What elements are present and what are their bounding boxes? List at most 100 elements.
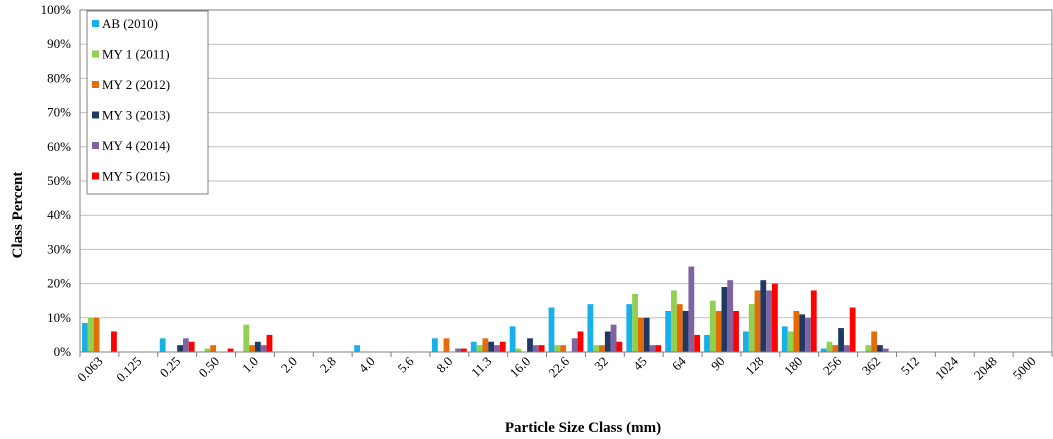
- bar: [571, 338, 578, 352]
- x-tick-label: 0.50: [196, 354, 223, 381]
- legend-label: AB (2010): [102, 16, 158, 31]
- x-tick-label: 90: [708, 354, 728, 374]
- y-tick-label: 30%: [47, 241, 71, 256]
- bar: [87, 317, 94, 352]
- bar: [727, 280, 734, 352]
- bar: [632, 293, 638, 352]
- bar: [431, 338, 438, 352]
- bar: [799, 314, 806, 352]
- bar: [838, 328, 844, 352]
- legend-swatch: [92, 20, 99, 27]
- x-tick-label: 4.0: [356, 354, 378, 376]
- bar: [470, 341, 477, 352]
- bar: [832, 345, 839, 352]
- bar: [204, 348, 211, 352]
- bar: [626, 304, 633, 352]
- x-tick-label: 0.125: [113, 354, 144, 385]
- x-tick-label: 1.0: [239, 354, 261, 376]
- legend-swatch: [92, 142, 99, 149]
- bar: [682, 310, 689, 352]
- bar: [354, 345, 360, 352]
- legend-label: MY 5 (2015): [102, 169, 170, 184]
- y-tick-label: 50%: [47, 173, 71, 188]
- bar: [865, 345, 872, 352]
- bar: [111, 331, 117, 352]
- bar: [715, 310, 722, 352]
- bar: [882, 348, 889, 352]
- bar: [604, 331, 611, 352]
- x-tick-label: 2048: [971, 354, 1000, 383]
- y-tick-label: 90%: [47, 36, 71, 51]
- legend-label: MY 1 (2011): [102, 47, 170, 62]
- x-tick-label: 8.0: [433, 354, 455, 376]
- x-tick-label: 180: [781, 354, 805, 378]
- bar: [532, 345, 539, 352]
- y-tick-label: 40%: [47, 207, 71, 222]
- bar: [772, 283, 778, 352]
- bar: [260, 345, 267, 352]
- bar: [476, 345, 483, 352]
- x-tick-label: 5.6: [395, 353, 417, 375]
- bar: [499, 341, 506, 352]
- bar: [676, 304, 683, 352]
- x-axis-title: Particle Size Class (mm): [505, 420, 661, 436]
- legend-swatch: [92, 172, 99, 180]
- x-tick-label: 362: [859, 354, 883, 378]
- y-tick-label: 60%: [47, 139, 71, 154]
- x-tick-label: 2.0: [278, 354, 300, 376]
- legend-swatch: [92, 81, 99, 88]
- gridlines: [80, 9, 1052, 353]
- bar: [488, 341, 495, 352]
- y-axis-title: Class Percent: [10, 172, 26, 259]
- x-tick-label: 5000: [1010, 354, 1039, 383]
- legend: AB (2010) MY 1 (2011) MY 2 (2012) MY 3 (201…: [86, 10, 209, 195]
- bar: [82, 322, 88, 352]
- bar: [460, 348, 467, 352]
- bar: [849, 307, 856, 352]
- bar: [805, 317, 811, 352]
- bar: [760, 280, 767, 352]
- bar: [159, 338, 166, 352]
- bar: [721, 287, 728, 352]
- x-tick-label: 1024: [932, 353, 961, 382]
- x-tick-label: 45: [630, 354, 650, 374]
- bar: [671, 290, 677, 352]
- x-tick-label: 128: [742, 354, 766, 378]
- y-tick-label: 80%: [47, 70, 71, 85]
- x-tick-label: 11.3: [468, 354, 494, 380]
- bar: [515, 348, 522, 352]
- x-tick-label: 2.8: [317, 354, 339, 376]
- bar: [843, 345, 850, 352]
- bar: [637, 317, 644, 352]
- x-tick-label: 16.0: [507, 354, 534, 381]
- bar: [610, 324, 617, 352]
- bars: [82, 266, 889, 352]
- bar: [243, 324, 250, 352]
- legend-swatch: [92, 111, 99, 119]
- bar: [871, 331, 878, 352]
- y-tick-label: 20%: [47, 276, 71, 291]
- bar: [599, 345, 605, 352]
- bar: [643, 317, 650, 352]
- bar: [482, 338, 489, 352]
- bar: [781, 326, 788, 352]
- bar: [494, 345, 500, 352]
- bar: [665, 310, 672, 352]
- bar: [649, 345, 656, 352]
- x-tick-label: 22.6: [545, 353, 572, 380]
- x-tick-label: 512: [898, 354, 922, 378]
- bar: [509, 326, 516, 352]
- bar: [188, 341, 195, 352]
- bar: [820, 348, 827, 352]
- y-tick-label: 0%: [54, 344, 72, 359]
- bar: [443, 338, 450, 352]
- bar: [826, 341, 833, 352]
- bar: [688, 266, 695, 352]
- bar: [709, 300, 716, 352]
- bar: [177, 345, 183, 352]
- bar: [527, 338, 533, 352]
- bar: [810, 290, 817, 352]
- bar: [560, 345, 566, 352]
- bar: [210, 345, 217, 352]
- legend-swatch: [92, 50, 99, 58]
